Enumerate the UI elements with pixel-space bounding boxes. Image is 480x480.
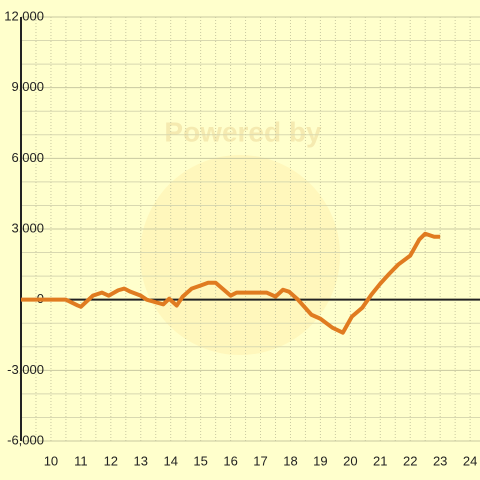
x-tick-label: 24 (463, 453, 477, 468)
watermark: Powered by (164, 116, 322, 147)
x-tick-label: 19 (313, 453, 327, 468)
x-tick-label: 21 (373, 453, 387, 468)
x-tick-label: 13 (134, 453, 148, 468)
y-tick-label: 9,000 (11, 79, 44, 94)
watermark-logo (140, 155, 340, 355)
x-tick-label: 20 (343, 453, 357, 468)
y-tick-label: -3,000 (7, 362, 44, 377)
x-tick-label: 15 (193, 453, 207, 468)
x-tick-label: 17 (253, 453, 267, 468)
x-tick-label: 18 (283, 453, 297, 468)
y-tick-label: 6,000 (11, 150, 44, 165)
x-tick-label: 22 (403, 453, 417, 468)
x-tick-label: 10 (44, 453, 58, 468)
line (21, 231, 441, 335)
y-tick-label: -6,000 (7, 432, 44, 447)
x-tick-label: 11 (74, 453, 88, 468)
y-tick-label: 12,000 (4, 8, 44, 23)
x-tick-label: 14 (163, 453, 177, 468)
x-tick-label: 16 (223, 453, 237, 468)
y-tick-label: 3,000 (11, 220, 44, 235)
x-tick-label: 12 (104, 453, 118, 468)
x-tick-label: 23 (433, 453, 447, 468)
